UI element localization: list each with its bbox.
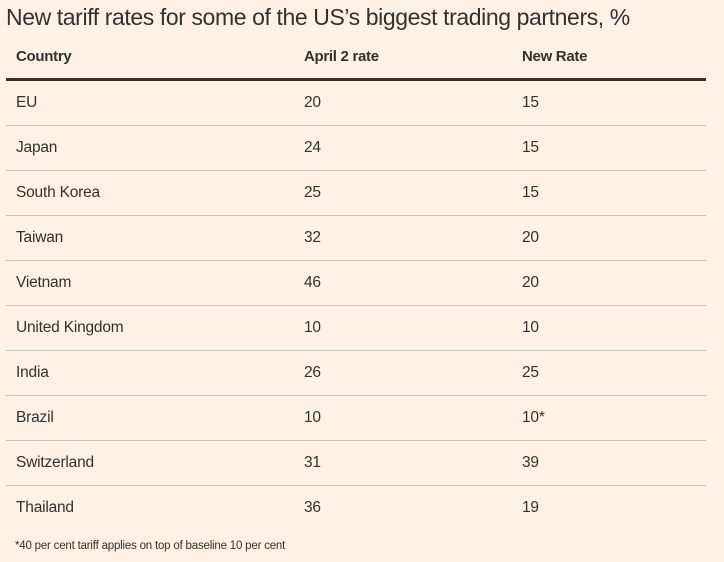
table-row: India 26 25 (6, 351, 706, 396)
cell-april2-rate: 26 (304, 364, 321, 381)
cell-april2-rate: 25 (304, 184, 321, 201)
cell-new-rate: 19 (522, 499, 539, 516)
cell-april2-rate: 31 (304, 454, 321, 471)
cell-country: United Kingdom (16, 319, 124, 336)
cell-april2-rate: 36 (304, 499, 321, 516)
table-title: New tariff rates for some of the US’s bi… (6, 4, 630, 30)
table-row: South Korea 25 15 (6, 171, 706, 216)
cell-april2-rate: 46 (304, 274, 321, 291)
footnote: *40 per cent tariff applies on top of ba… (15, 540, 286, 552)
cell-april2-rate: 10 (304, 409, 321, 426)
table-row: Vietnam 46 20 (6, 261, 706, 306)
cell-new-rate: 25 (522, 364, 539, 381)
cell-country: South Korea (16, 184, 100, 201)
cell-new-rate: 20 (522, 274, 539, 291)
tariff-table: Country April 2 rate New Rate EU 20 15 J… (6, 42, 706, 530)
cell-country: Thailand (16, 499, 74, 516)
cell-country: Vietnam (16, 274, 72, 291)
table-row: United Kingdom 10 10 (6, 306, 706, 351)
cell-new-rate: 15 (522, 139, 539, 156)
cell-new-rate: 15 (522, 184, 539, 201)
header-april2-rate: April 2 rate (304, 48, 379, 65)
header-country: Country (16, 48, 72, 65)
table-row: Brazil 10 10* (6, 396, 706, 441)
cell-country: Japan (16, 139, 58, 156)
cell-april2-rate: 24 (304, 139, 321, 156)
cell-new-rate: 15 (522, 94, 539, 111)
table-row: Taiwan 32 20 (6, 216, 706, 261)
cell-april2-rate: 32 (304, 229, 321, 246)
table-row: Switzerland 31 39 (6, 441, 706, 486)
cell-country: India (16, 364, 49, 381)
cell-new-rate: 10* (522, 409, 545, 426)
table-row: EU 20 15 (6, 81, 706, 126)
table-row: Thailand 36 19 (6, 486, 706, 530)
cell-country: Switzerland (16, 454, 94, 471)
table-header-row: Country April 2 rate New Rate (6, 42, 706, 81)
cell-april2-rate: 10 (304, 319, 321, 336)
cell-april2-rate: 20 (304, 94, 321, 111)
cell-new-rate: 10 (522, 319, 539, 336)
table-row: Japan 24 15 (6, 126, 706, 171)
header-new-rate: New Rate (522, 48, 588, 65)
cell-country: Brazil (16, 409, 54, 426)
cell-new-rate: 39 (522, 454, 539, 471)
cell-new-rate: 20 (522, 229, 539, 246)
cell-country: EU (16, 94, 38, 111)
cell-country: Taiwan (16, 229, 64, 246)
